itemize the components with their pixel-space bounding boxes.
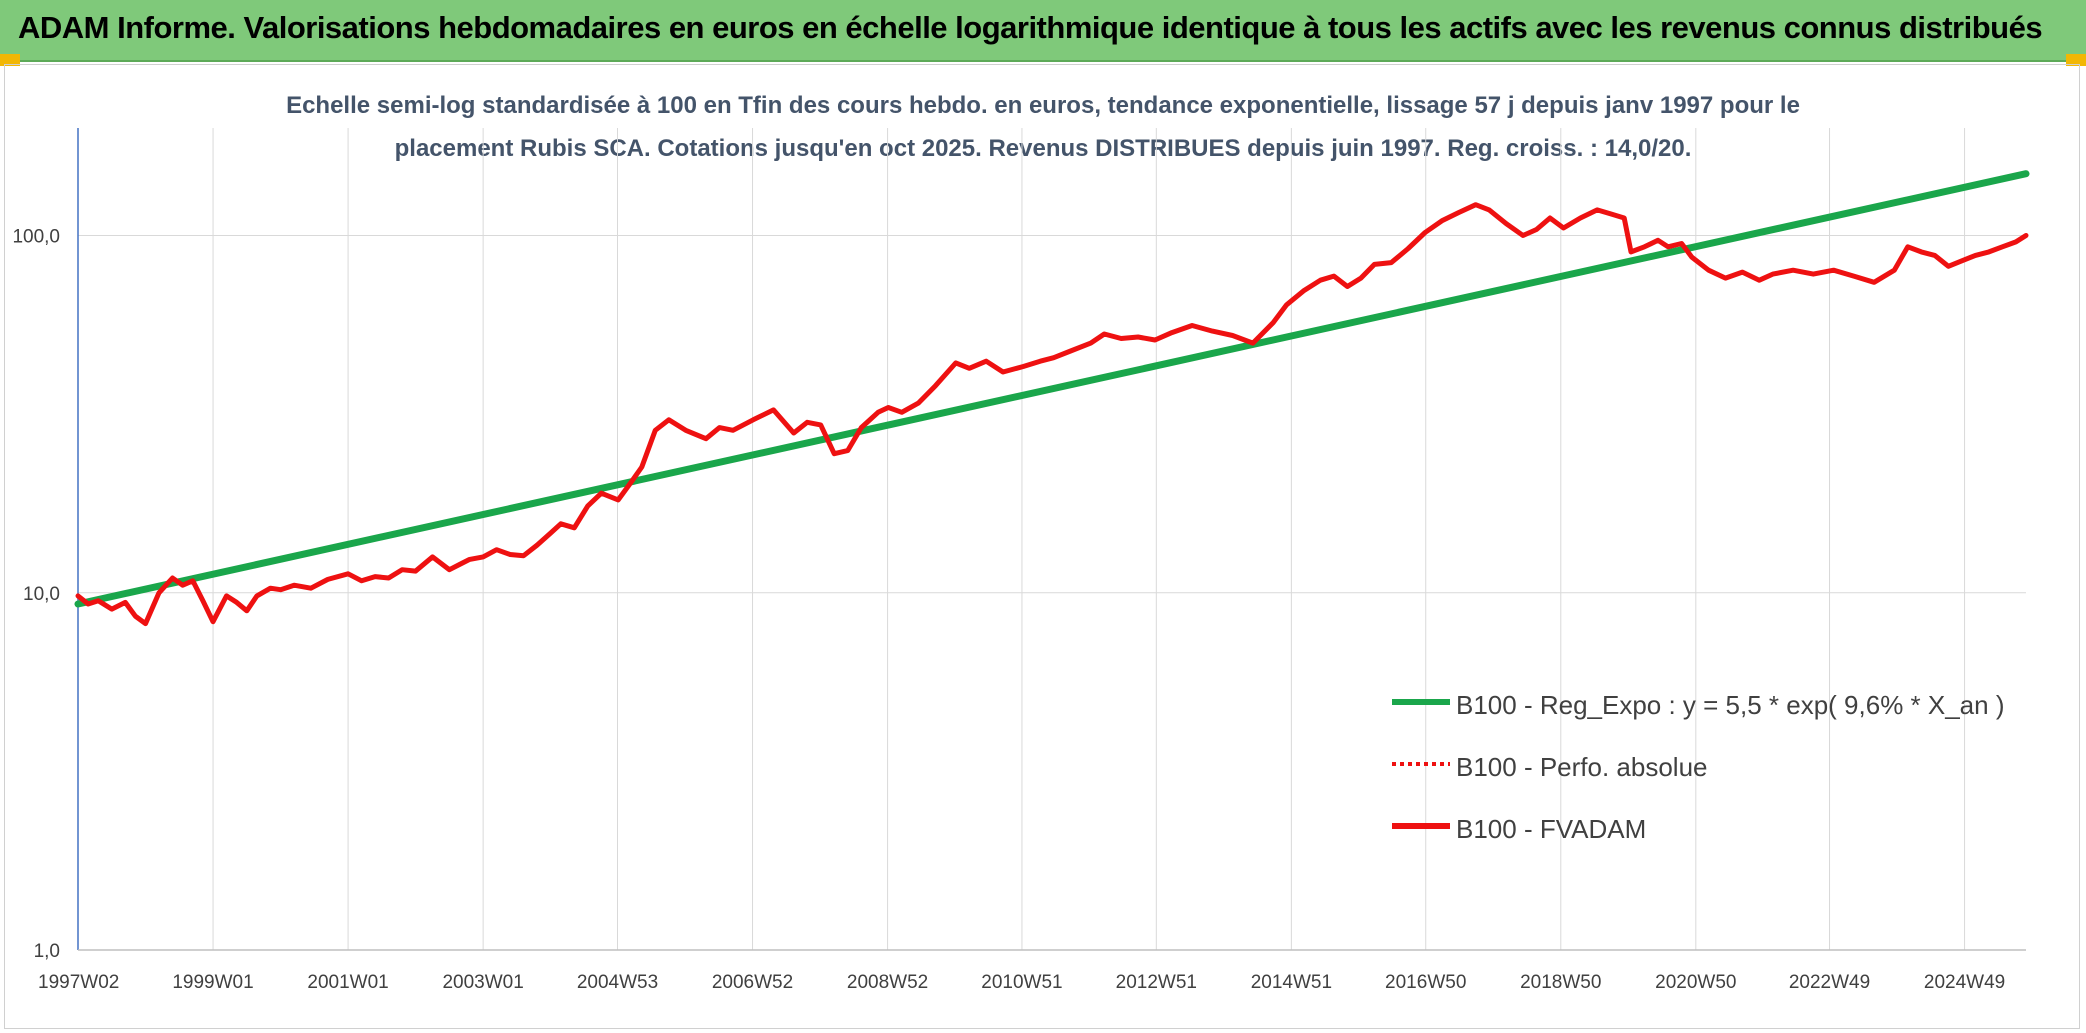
y-tick-label: 100,0 <box>12 227 60 248</box>
legend-label-perfo: B100 - Perfo. absolue <box>1456 752 1708 782</box>
x-tick-label: 2012W51 <box>1116 972 1197 993</box>
chart-title-line-2: placement Rubis SCA. Cotations jusqu'en … <box>394 135 1692 162</box>
legend-label-fvadam: B100 - FVADAM <box>1456 814 1647 844</box>
x-tick-label: 2024W49 <box>1924 972 2005 993</box>
x-tick-label: 2010W51 <box>981 972 1062 993</box>
corner-accent-left <box>0 54 20 66</box>
chart-title-line-1: Echelle semi-log standardisée à 100 en T… <box>286 92 1800 119</box>
x-tick-label: 2001W01 <box>307 972 388 993</box>
corner-accent-right <box>2066 54 2086 66</box>
banner-title: ADAM Informe. Valorisations hebdomadaire… <box>18 10 2043 45</box>
x-tick-label: 2003W01 <box>442 972 523 993</box>
y-tick-label: 10,0 <box>23 584 60 605</box>
x-tick-label: 2008W52 <box>847 972 928 993</box>
legend-swatch-fvadam <box>1392 823 1450 829</box>
x-tick-label: 2018W50 <box>1520 972 1601 993</box>
x-tick-label: 2016W50 <box>1385 972 1466 993</box>
legend-swatch-regression <box>1392 699 1450 705</box>
x-tick-label: 2004W53 <box>577 972 658 993</box>
chart-frame <box>4 64 2080 1029</box>
series-fvadam-line <box>75 202 2029 627</box>
x-tick-label: 2006W52 <box>712 972 793 993</box>
x-tick-label: 2014W51 <box>1251 972 1332 993</box>
app-banner: ADAM Informe. Valorisations hebdomadaire… <box>0 0 2086 62</box>
legend-label-regression: B100 - Reg_Expo : y = 5,5 * exp( 9,6% * … <box>1456 690 2005 720</box>
y-tick-label: 1,0 <box>34 941 60 962</box>
x-tick-label: 1999W01 <box>172 972 253 993</box>
x-tick-label: 2020W50 <box>1655 972 1736 993</box>
x-tick-label: 2022W49 <box>1789 972 1870 993</box>
series-regression-line <box>74 170 2030 608</box>
x-tick-label: 1997W02 <box>38 972 119 993</box>
legend-swatch-perfo <box>1392 762 1450 766</box>
